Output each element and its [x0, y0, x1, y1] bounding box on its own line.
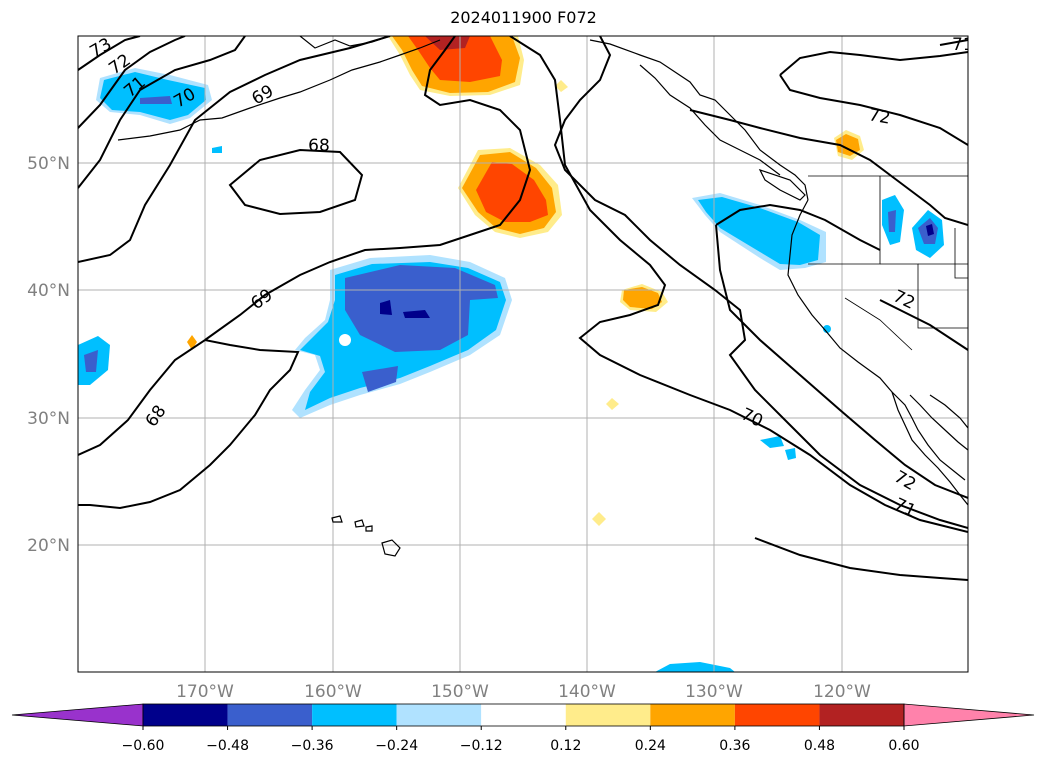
- map-frame: [77, 35, 969, 673]
- map-panel: 73 72 71 70 69 68 69 68 70 72 71 72 71 7…: [78, 35, 974, 672]
- contour-label: 68: [308, 136, 330, 156]
- colorbar-ticks: −0.60 −0.48 −0.36 −0.24 −0.12 0.12 0.24 0.36 0.4…: [122, 726, 920, 754]
- positive-anomaly-fill: [187, 36, 864, 526]
- lon-label-150w: 150°W: [431, 682, 489, 702]
- lat-label-40n: 40°N: [27, 281, 70, 301]
- colorbar-extend-low: [11, 703, 144, 727]
- lon-label-140w: 140°W: [558, 682, 616, 702]
- colorbar-tick-label: −0.36: [291, 738, 334, 754]
- height-contours: [78, 36, 968, 581]
- colorbar-tick-label: 0.36: [719, 738, 750, 754]
- colorbar-segment: [565, 704, 651, 726]
- colorbar-tick-label: −0.24: [375, 738, 418, 754]
- coastlines: [117, 36, 968, 557]
- colorbar-tick-label: −0.12: [460, 738, 503, 754]
- contour-label: 72: [867, 105, 892, 128]
- longitude-labels: 170°W 160°W 150°W 140°W 130°W 120°W: [176, 682, 871, 702]
- lon-label-170w: 170°W: [176, 682, 234, 702]
- lon-label-130w: 130°W: [685, 682, 743, 702]
- lat-label-50n: 50°N: [27, 154, 70, 174]
- colorbar-segment: [650, 704, 735, 726]
- colorbar-segment: [312, 704, 397, 726]
- colorbar: −0.60 −0.48 −0.36 −0.24 −0.12 0.12 0.24 0.36 0.4…: [11, 703, 1035, 754]
- latitude-labels: 50°N 40°N 30°N 20°N: [27, 154, 70, 556]
- colorbar-tick-label: 0.12: [550, 738, 581, 754]
- colorbar-segment: [396, 704, 482, 726]
- lat-label-20n: 20°N: [27, 536, 70, 556]
- colorbar-segment: [143, 704, 228, 726]
- colorbar-tick-label: −0.60: [122, 738, 165, 754]
- map-title: 2024011900 F072: [450, 8, 597, 27]
- colorbar-segment: [734, 704, 820, 726]
- colorbar-segment: [481, 704, 566, 726]
- colorbar-tick-label: 0.24: [635, 738, 666, 754]
- colorbar-segments: [11, 703, 1035, 727]
- colorbar-segment: [227, 704, 313, 726]
- lon-label-160w: 160°W: [304, 682, 362, 702]
- colorbar-outline: [142, 703, 905, 727]
- contour-label: 71: [952, 35, 974, 55]
- lat-label-30n: 30°N: [27, 409, 70, 429]
- colorbar-segment: [819, 704, 904, 726]
- political-borders: [808, 175, 968, 351]
- colorbar-tick-label: 0.48: [804, 738, 835, 754]
- colorbar-extend-high: [903, 703, 1035, 727]
- colorbar-tick-label: −0.48: [206, 738, 249, 754]
- colorbar-tick-label: 0.60: [888, 738, 919, 754]
- lon-label-120w: 120°W: [813, 682, 871, 702]
